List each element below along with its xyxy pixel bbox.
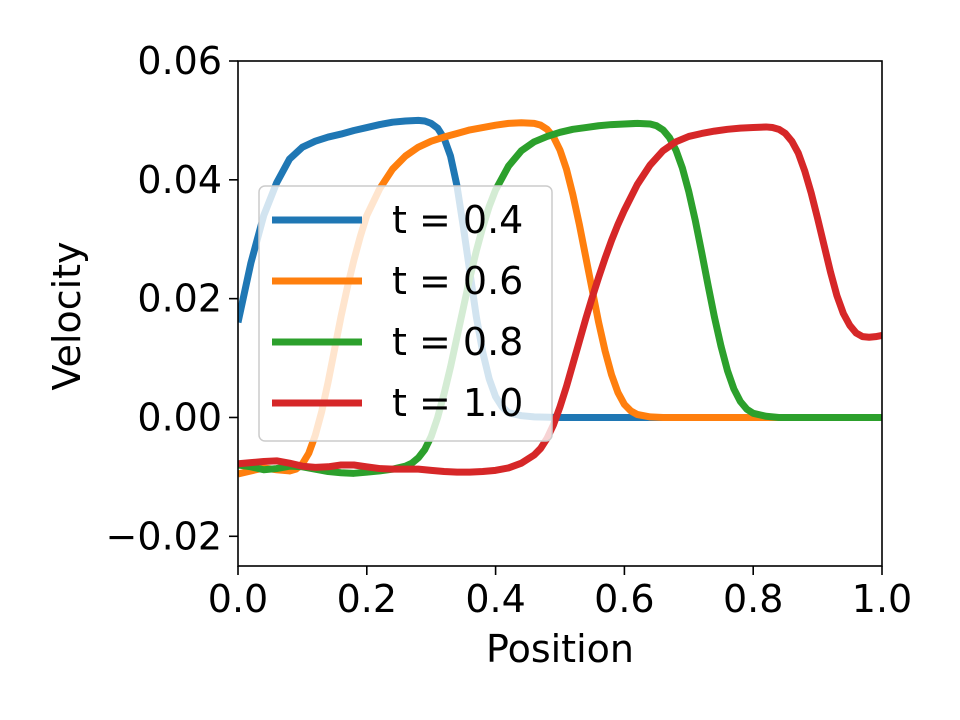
x-tick-label: 0.2 xyxy=(337,577,397,621)
y-tick-label: 0.04 xyxy=(137,158,222,202)
y-tick-label: −0.02 xyxy=(106,514,222,558)
x-tick-label: 0.8 xyxy=(723,577,783,621)
x-tick-label: 1.0 xyxy=(852,577,912,621)
legend-label: t = 1.0 xyxy=(392,381,523,425)
y-axis-label: Velocity xyxy=(45,241,89,390)
legend-box xyxy=(258,185,553,442)
x-tick-label: 0.6 xyxy=(594,577,654,621)
x-axis-label: Position xyxy=(486,627,634,671)
x-tick-label: 0.0 xyxy=(208,577,268,621)
series-line-2 xyxy=(238,119,882,477)
x-axis: 0.0 0.2 0.4 0.6 0.8 1.0 xyxy=(208,566,912,621)
legend-label: t = 0.6 xyxy=(392,259,523,303)
series-line-3 xyxy=(238,123,882,476)
legend: t = 0.4 t = 0.6 t = 0.8 t = 1.0 xyxy=(258,185,553,442)
legend-label: t = 0.8 xyxy=(392,320,523,364)
axes-frame xyxy=(237,60,883,567)
y-tick-label: 0.00 xyxy=(137,395,222,439)
y-tick-label: 0.02 xyxy=(137,277,222,321)
y-axis: −0.02 0.00 0.02 0.04 0.06 xyxy=(106,39,238,558)
x-tick-label: 0.4 xyxy=(465,577,525,621)
legend-label: t = 0.4 xyxy=(392,198,523,242)
y-tick-label: 0.06 xyxy=(137,39,222,83)
